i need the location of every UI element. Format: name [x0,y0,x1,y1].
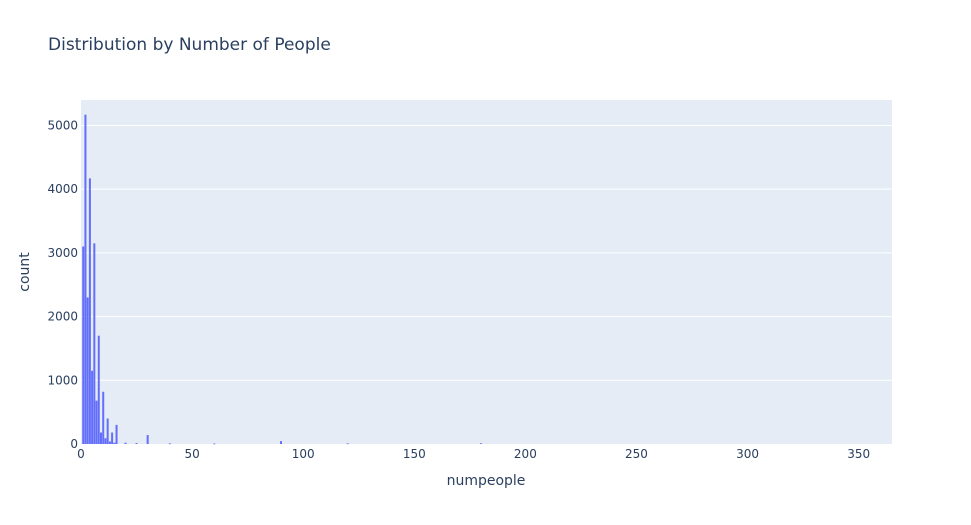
histogram-bar[interactable] [88,178,91,444]
x-tick-label: 200 [514,447,537,461]
y-tick-label: 5000 [47,118,78,132]
histogram-bar[interactable] [82,246,85,444]
x-tick-label: 250 [625,447,648,461]
histogram-bar[interactable] [111,432,114,444]
x-axis-title: numpeople [447,473,526,489]
x-tick-label: 0 [77,447,85,461]
histogram-bar[interactable] [346,443,349,445]
histogram-bar[interactable] [86,297,89,444]
y-tick-label: 2000 [47,310,78,324]
grid-lines [81,124,892,381]
histogram-bar[interactable] [135,443,138,444]
y-axis-ticks: 0 1000 2000 3000 4000 5000 [47,118,78,451]
histogram-bar[interactable] [93,243,96,444]
histogram-bar[interactable] [97,335,100,444]
y-tick-label: 1000 [47,373,78,387]
x-tick-label: 150 [403,447,426,461]
bars [82,114,482,445]
histogram-bar[interactable] [84,114,87,444]
histogram-bar[interactable] [99,432,102,444]
histogram-bar[interactable] [213,443,216,445]
histogram-bar[interactable] [91,370,94,444]
histogram-bar[interactable] [146,435,149,444]
histogram-bar[interactable] [104,438,107,444]
x-axis-ticks: 0 50 100 150 200 250 300 350 [77,447,870,461]
y-axis-title: count [17,252,33,292]
histogram-bar[interactable] [95,400,98,444]
x-tick-label: 50 [184,447,199,461]
histogram-bar[interactable] [279,441,282,444]
x-tick-label: 100 [292,447,315,461]
histogram-bar[interactable] [106,418,109,444]
plot-area [81,100,892,444]
histogram-bar[interactable] [124,442,127,444]
histogram-bar[interactable] [108,441,111,444]
histogram-bar[interactable] [113,442,116,444]
histogram-bar[interactable] [115,424,118,444]
x-tick-label: 300 [736,447,759,461]
y-tick-label: 0 [70,437,78,451]
histogram-bar[interactable] [102,391,105,444]
histogram-bar[interactable] [168,443,171,445]
x-tick-label: 350 [847,447,870,461]
chart-title: Distribution by Number of People [48,35,331,55]
y-tick-label: 4000 [47,182,78,196]
histogram-bar[interactable] [479,443,482,445]
y-tick-label: 3000 [47,246,78,260]
